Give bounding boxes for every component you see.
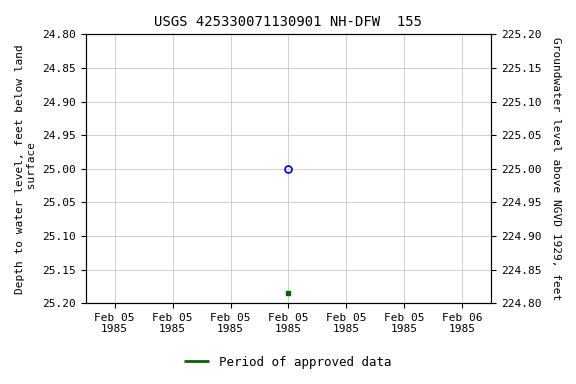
Y-axis label: Groundwater level above NGVD 1929, feet: Groundwater level above NGVD 1929, feet — [551, 37, 561, 300]
Y-axis label: Depth to water level, feet below land
 surface: Depth to water level, feet below land su… — [15, 44, 37, 294]
Legend: Period of approved data: Period of approved data — [179, 351, 397, 374]
Title: USGS 425330071130901 NH-DFW  155: USGS 425330071130901 NH-DFW 155 — [154, 15, 422, 29]
